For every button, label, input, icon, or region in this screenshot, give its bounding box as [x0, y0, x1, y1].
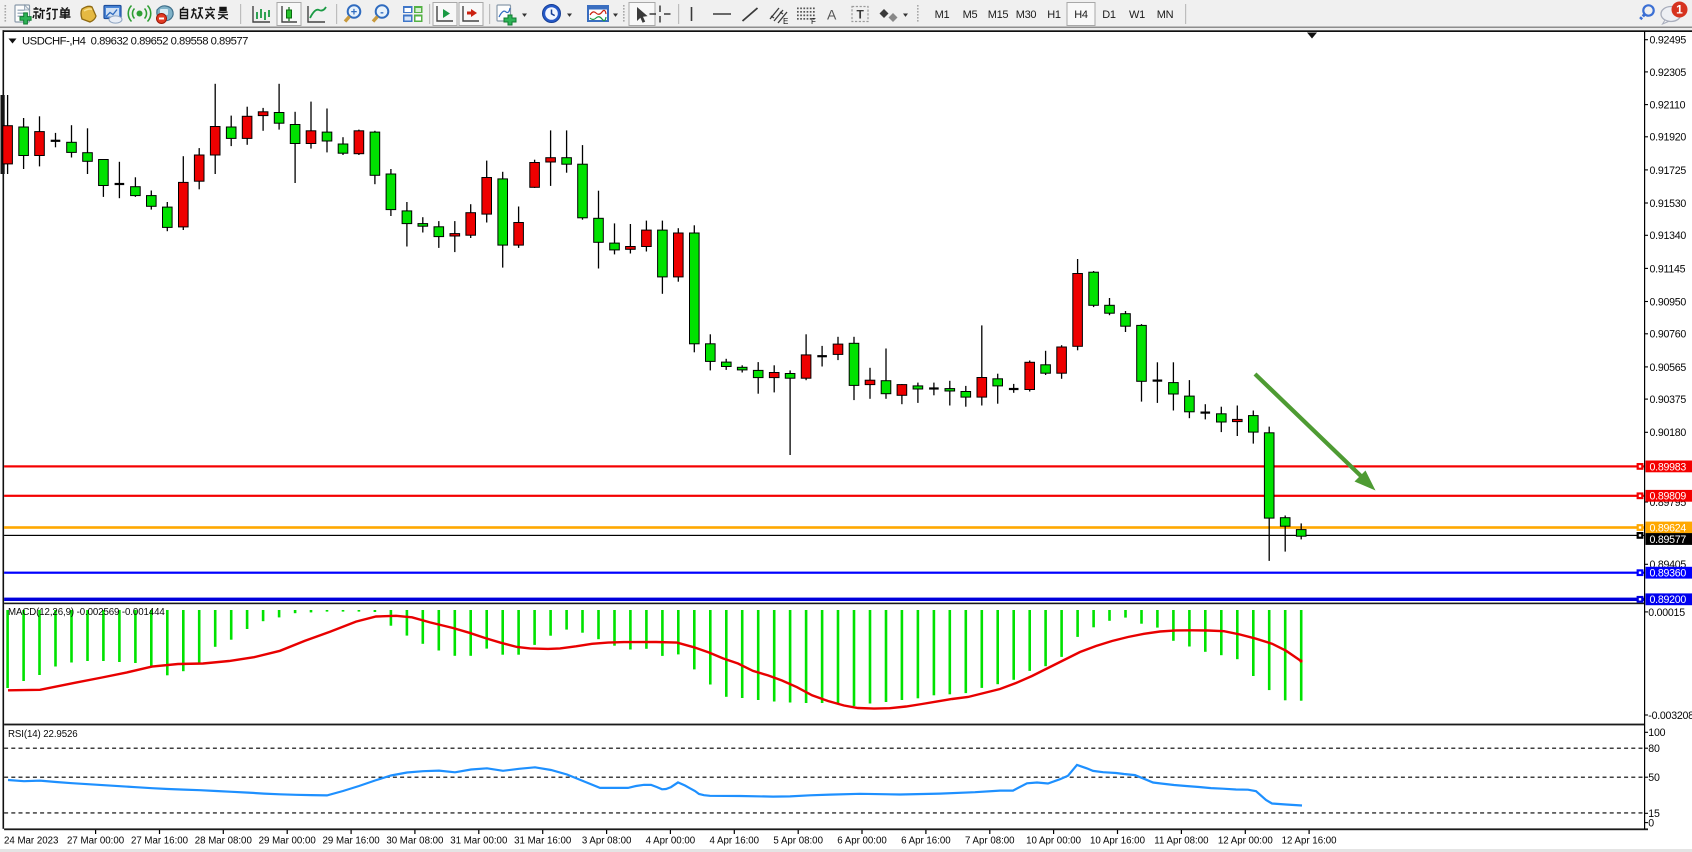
svg-text:3 Apr 08:00: 3 Apr 08:00	[582, 836, 632, 847]
svg-text:100: 100	[1648, 727, 1665, 739]
svg-text:15: 15	[1648, 808, 1660, 820]
svg-text:29 Mar 16:00: 29 Mar 16:00	[323, 836, 381, 847]
svg-text:0.89200: 0.89200	[1650, 594, 1687, 606]
svg-text:0.89624: 0.89624	[1650, 522, 1687, 534]
svg-text:A: A	[827, 7, 837, 23]
svg-text:0.90180: 0.90180	[1650, 427, 1687, 439]
svg-text:0.90760: 0.90760	[1650, 329, 1687, 341]
svg-text:30 Mar 08:00: 30 Mar 08:00	[386, 836, 444, 847]
svg-text:4 Apr 00:00: 4 Apr 00:00	[646, 836, 696, 847]
svg-text:D1: D1	[1102, 9, 1116, 21]
svg-text:-0.003208: -0.003208	[1648, 710, 1692, 722]
svg-text:6 Apr 00:00: 6 Apr 00:00	[837, 836, 887, 847]
svg-text:MN: MN	[1157, 9, 1174, 21]
svg-text:28 Mar 08:00: 28 Mar 08:00	[195, 836, 253, 847]
svg-text:W1: W1	[1129, 9, 1145, 21]
svg-text:RSI(14) 22.9526: RSI(14) 22.9526	[8, 729, 78, 740]
svg-text:29 Mar 00:00: 29 Mar 00:00	[259, 836, 317, 847]
svg-text:0.91530: 0.91530	[1650, 198, 1687, 210]
svg-text:0.90950: 0.90950	[1650, 296, 1687, 308]
svg-text:50: 50	[1648, 772, 1660, 784]
svg-text:10 Apr 00:00: 10 Apr 00:00	[1026, 836, 1082, 847]
svg-text:H1: H1	[1047, 9, 1061, 21]
svg-text:M1: M1	[935, 9, 950, 21]
svg-text:31 Mar 00:00: 31 Mar 00:00	[450, 836, 508, 847]
svg-text:0.91725: 0.91725	[1650, 165, 1687, 177]
svg-text:0.91145: 0.91145	[1650, 263, 1686, 275]
svg-text:0.89577: 0.89577	[1650, 534, 1687, 546]
svg-text:27 Mar 00:00: 27 Mar 00:00	[67, 836, 125, 847]
svg-text:H4: H4	[1074, 9, 1088, 21]
svg-text:12 Apr 00:00: 12 Apr 00:00	[1218, 836, 1274, 847]
svg-text:+: +	[351, 7, 357, 19]
svg-text:12 Apr 16:00: 12 Apr 16:00	[1282, 836, 1338, 847]
svg-text:M5: M5	[963, 9, 978, 21]
svg-text:M15: M15	[988, 9, 1009, 21]
svg-text:0: 0	[1648, 818, 1654, 830]
svg-text:0.91920: 0.91920	[1650, 132, 1687, 144]
svg-text:0.89983: 0.89983	[1650, 461, 1687, 473]
svg-text:11 Apr 08:00: 11 Apr 08:00	[1154, 836, 1209, 847]
svg-text:80: 80	[1648, 743, 1660, 755]
svg-text:5 Apr 08:00: 5 Apr 08:00	[773, 836, 823, 847]
svg-text:7 Apr 08:00: 7 Apr 08:00	[965, 836, 1015, 847]
svg-text:MACD(12,26,9) -0.002569 -0.001: MACD(12,26,9) -0.002569 -0.001444	[8, 607, 165, 618]
svg-text:0.89809: 0.89809	[1650, 491, 1687, 503]
svg-text:0.92110: 0.92110	[1650, 100, 1686, 112]
svg-text:0.92305: 0.92305	[1650, 67, 1687, 79]
svg-text:0.92495: 0.92495	[1650, 35, 1687, 47]
svg-text:1: 1	[1676, 3, 1683, 17]
svg-text:10 Apr 16:00: 10 Apr 16:00	[1090, 836, 1146, 847]
svg-text:4 Apr 16:00: 4 Apr 16:00	[710, 836, 760, 847]
svg-text:-: -	[380, 7, 384, 19]
svg-text:31 Mar 16:00: 31 Mar 16:00	[514, 836, 572, 847]
svg-text:27 Mar 16:00: 27 Mar 16:00	[131, 836, 189, 847]
svg-text:T: T	[857, 8, 865, 22]
svg-text:USDCHF-,H4 0.89632 0.89652 0.: USDCHF-,H4 0.89632 0.89652 0.89558 0.895…	[22, 36, 248, 48]
svg-text:0.00015: 0.00015	[1648, 607, 1685, 619]
svg-text:0.90375: 0.90375	[1650, 394, 1687, 406]
svg-text:F: F	[811, 17, 816, 26]
svg-text:0.90565: 0.90565	[1650, 362, 1687, 374]
svg-text:0.91340: 0.91340	[1650, 230, 1687, 242]
svg-text:24 Mar 2023: 24 Mar 2023	[4, 836, 58, 847]
svg-text:6 Apr 16:00: 6 Apr 16:00	[901, 836, 951, 847]
svg-text:E: E	[783, 17, 788, 26]
svg-text:M30: M30	[1016, 9, 1037, 21]
svg-text:0.89360: 0.89360	[1650, 568, 1687, 580]
